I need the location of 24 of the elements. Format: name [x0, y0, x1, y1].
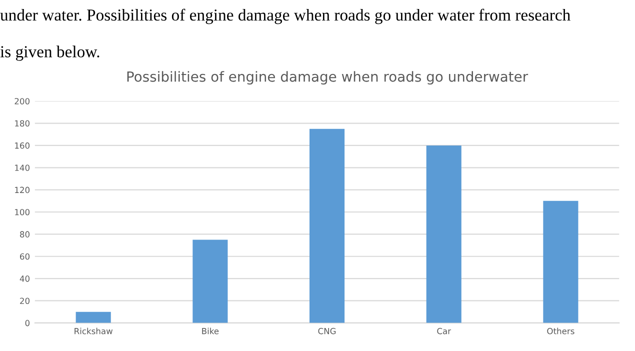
y-tick-label: 100: [15, 208, 30, 216]
x-tick-label: Car: [437, 328, 452, 334]
y-tick-label: 20: [20, 298, 30, 304]
bar: [543, 200, 578, 323]
x-tick-label: CNG: [318, 328, 336, 334]
chart-title: Possibilities of engine damage when roads go underwater: [127, 71, 528, 85]
y-tick-label: 0: [25, 320, 30, 326]
bar: [192, 240, 228, 323]
bar: [76, 312, 111, 323]
y-tick-label: 160: [15, 142, 30, 149]
x-tick-label: Rickshaw: [74, 328, 113, 334]
y-tick-label: 200: [14, 98, 30, 104]
y-tick-label: 120: [15, 186, 30, 194]
y-tick-label: 140: [15, 164, 30, 171]
y-tick-label: 80: [20, 231, 30, 238]
y-tick-label: 180: [15, 120, 30, 127]
y-tick-label: 60: [20, 253, 30, 260]
bar: [426, 145, 462, 323]
bar: [310, 128, 345, 323]
x-tick-label: Bike: [202, 328, 219, 334]
text: under water. Possibilities of engine damage when roads go under water from research: [0, 8, 570, 24]
x-tick-label: Others: [547, 328, 574, 334]
y-tick-label: 40: [20, 276, 30, 282]
text: is given below.: [0, 46, 100, 61]
